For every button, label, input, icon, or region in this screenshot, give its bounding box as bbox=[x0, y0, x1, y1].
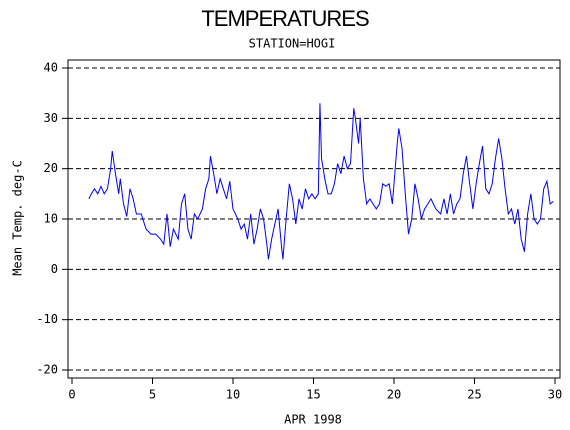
y-tick-label: 20 bbox=[44, 161, 58, 175]
y-tick-label: 40 bbox=[44, 61, 58, 75]
x-axis-label: APR 1998 bbox=[284, 413, 342, 427]
chart-subtitle: STATION=HOGI bbox=[249, 37, 336, 51]
y-tick-label: 30 bbox=[44, 111, 58, 125]
y-tick-label: -20 bbox=[36, 363, 58, 377]
y-tick-label: 0 bbox=[51, 262, 58, 276]
x-tick-label: 20 bbox=[387, 388, 401, 402]
chart-title: TEMPERATURES bbox=[201, 6, 369, 31]
x-tick-label: 30 bbox=[548, 388, 562, 402]
x-tick-label: 10 bbox=[226, 388, 240, 402]
line bbox=[88, 103, 554, 260]
y-tick-label: -10 bbox=[36, 312, 58, 326]
x-tick-label: 5 bbox=[149, 388, 156, 402]
x-tick-label: 25 bbox=[467, 388, 481, 402]
y-tick-label: 10 bbox=[44, 212, 58, 226]
x-tick-label: 0 bbox=[68, 388, 75, 402]
y-axis-label: Mean Temp. deg-C bbox=[11, 160, 25, 276]
x-tick-label: 15 bbox=[306, 388, 320, 402]
